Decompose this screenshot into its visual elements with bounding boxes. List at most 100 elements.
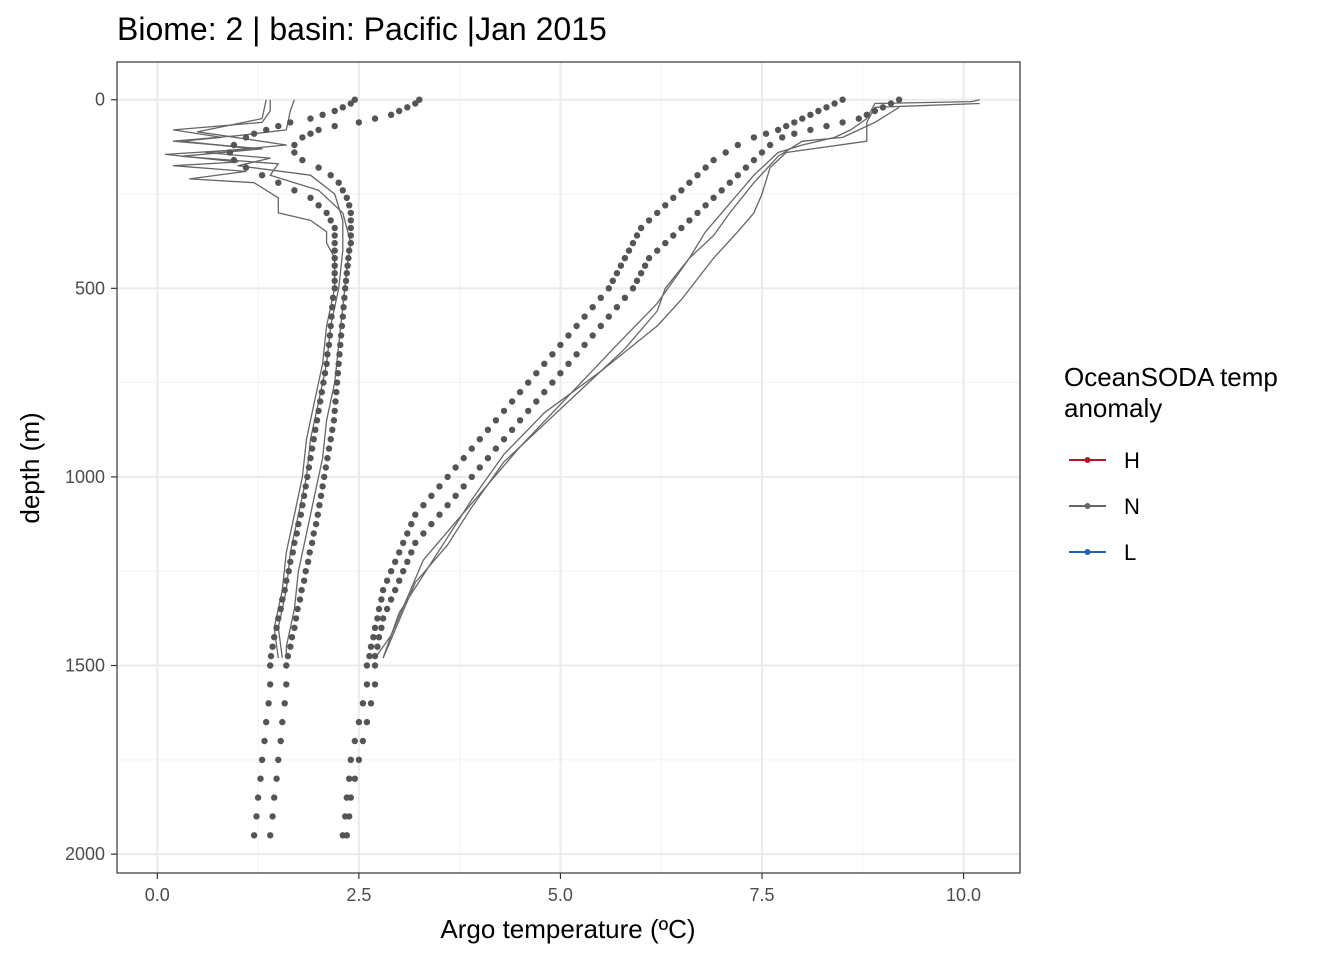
- data-point: [428, 492, 435, 499]
- data-point: [726, 179, 733, 186]
- data-point: [807, 111, 814, 119]
- data-point: [307, 115, 314, 122]
- data-point: [242, 164, 250, 171]
- data-point: [331, 254, 338, 262]
- data-point: [444, 502, 451, 509]
- data-point: [734, 141, 741, 149]
- data-point: [261, 737, 268, 745]
- data-point: [339, 104, 346, 111]
- data-point: [320, 379, 327, 386]
- data-point: [277, 605, 284, 613]
- data-point: [339, 187, 346, 194]
- data-point: [347, 209, 354, 217]
- data-point: [317, 492, 325, 499]
- data-point: [242, 134, 250, 141]
- data-point: [766, 141, 774, 149]
- data-point: [331, 247, 338, 254]
- data-point: [339, 313, 346, 320]
- data-point: [306, 549, 313, 556]
- data-point: [355, 756, 363, 763]
- data-point: [428, 520, 435, 528]
- data-point: [476, 464, 483, 471]
- data-point: [468, 445, 475, 452]
- data-point: [316, 502, 323, 509]
- data-point: [294, 605, 301, 613]
- data-point: [396, 549, 403, 556]
- data-point: [337, 341, 344, 349]
- data-point: [313, 417, 321, 424]
- data-point: [332, 398, 339, 405]
- data-point: [307, 194, 314, 201]
- data-point: [420, 530, 427, 537]
- data-point: [371, 624, 379, 631]
- legend-item-H: H: [1069, 448, 1140, 473]
- data-point: [299, 502, 306, 509]
- data-point: [662, 202, 669, 209]
- data-point: [670, 194, 677, 201]
- data-point: [267, 662, 274, 669]
- legend-key-point: [1084, 549, 1091, 555]
- data-point: [710, 156, 717, 164]
- data-point: [326, 332, 334, 339]
- y-tick-label: 1000: [65, 467, 105, 487]
- data-point: [686, 217, 693, 224]
- data-point: [226, 149, 234, 156]
- data-point: [783, 122, 790, 130]
- y-tick-label: 1500: [65, 656, 105, 676]
- data-point: [299, 156, 306, 164]
- data-point: [779, 134, 786, 141]
- data-point: [281, 700, 288, 707]
- data-point: [324, 454, 331, 462]
- data-point: [312, 426, 319, 433]
- data-point: [710, 194, 717, 201]
- data-point: [678, 224, 685, 232]
- data-point: [329, 294, 337, 301]
- data-point: [750, 156, 758, 164]
- data-point: [287, 119, 294, 126]
- profile-line-1: [164, 99, 336, 659]
- data-point: [404, 104, 411, 111]
- data-point: [525, 379, 532, 386]
- data-point: [340, 304, 347, 311]
- data-point: [254, 794, 262, 801]
- profile-lines: [164, 99, 980, 659]
- legend-title-line-2: anomaly: [1064, 393, 1162, 423]
- data-point: [484, 426, 492, 433]
- data-point: [678, 187, 685, 194]
- data-point: [343, 194, 350, 201]
- data-point: [371, 681, 379, 688]
- data-point: [823, 122, 830, 130]
- data-point: [287, 643, 294, 650]
- data-point: [379, 615, 387, 622]
- data-point: [400, 539, 407, 547]
- data-point: [637, 224, 645, 232]
- data-point: [476, 436, 483, 443]
- data-point: [378, 624, 385, 631]
- data-point: [346, 775, 353, 782]
- data-point: [329, 304, 336, 311]
- data-point: [344, 262, 351, 269]
- legend-item-N: N: [1069, 494, 1140, 519]
- data-point: [281, 586, 288, 594]
- data-point: [597, 322, 604, 330]
- data-point: [315, 126, 322, 134]
- data-point: [334, 370, 342, 377]
- data-point: [654, 247, 661, 254]
- data-point: [323, 209, 330, 217]
- data-point: [279, 596, 286, 603]
- data-point: [605, 313, 612, 320]
- data-point: [791, 119, 798, 126]
- data-point: [742, 164, 750, 171]
- data-point: [363, 718, 371, 726]
- data-point: [310, 436, 317, 443]
- data-point: [718, 187, 725, 194]
- data-point: [267, 832, 274, 839]
- data-point: [387, 596, 395, 603]
- data-point: [387, 568, 395, 575]
- data-point: [508, 398, 516, 405]
- data-point: [295, 520, 302, 528]
- data-point: [343, 270, 350, 277]
- data-point: [839, 96, 846, 103]
- data-point: [277, 737, 284, 745]
- data-point: [331, 232, 338, 239]
